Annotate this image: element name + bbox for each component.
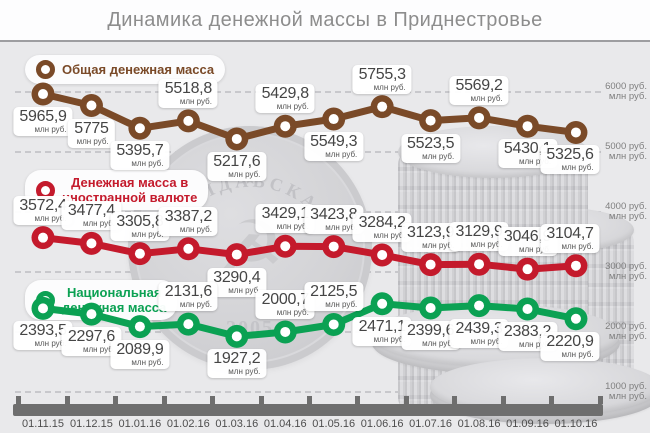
data-point-marker-core <box>134 248 145 259</box>
data-point-marker-core <box>570 260 581 271</box>
x-axis-tick <box>403 396 409 404</box>
y-axis-label-line: млн руб. <box>608 271 647 282</box>
y-axis-label-line: 5000 руб. <box>605 141 647 152</box>
x-axis-tick-label: 01.03.16 <box>215 418 259 430</box>
data-point-marker-core <box>522 264 533 275</box>
data-point-marker-core <box>474 259 485 270</box>
data-point-marker-core <box>328 241 339 252</box>
data-point-marker-core <box>377 298 388 309</box>
x-axis-tick-label: 01.06.16 <box>360 418 404 430</box>
data-point-marker-core <box>183 243 194 254</box>
y-axis-label-line: 3000 руб. <box>605 261 647 272</box>
data-point-marker-core <box>183 319 194 330</box>
data-point-marker-core <box>425 259 436 270</box>
data-point-marker-core <box>38 89 48 100</box>
data-point-marker-core <box>38 232 48 243</box>
y-axis-label: 1000 руб. млн руб. <box>601 382 647 402</box>
data-point-marker-core <box>570 127 581 138</box>
x-axis-tick-label: 01.08.16 <box>457 418 501 430</box>
y-axis-label-line: 4000 руб. <box>605 201 647 212</box>
data-point-marker-core <box>425 115 436 126</box>
brown-donut-icon <box>36 60 55 79</box>
data-point-marker-core <box>377 249 388 260</box>
legend-line: Денежная масса в <box>71 175 189 190</box>
x-axis-tick-label: 01.02.16 <box>166 418 210 430</box>
page-title: Динамика денежной массы в Приднестровье <box>107 8 543 31</box>
legend-label: Денежная масса в иностранной валюте <box>62 175 197 205</box>
data-point-marker-core <box>377 101 388 112</box>
x-axis-tick <box>258 396 264 404</box>
data-point-marker-core <box>570 313 581 324</box>
data-point-marker-core <box>280 121 291 132</box>
y-axis-label-line: млн руб. <box>608 391 647 402</box>
x-axis-tick-label: 01.05.16 <box>312 418 356 430</box>
x-axis-tick <box>597 396 603 404</box>
x-axis-tick-label: 01.09.16 <box>506 418 549 430</box>
y-axis-label: 2000 руб. млн руб. <box>601 322 647 342</box>
y-axis-label: 5000 руб. млн руб. <box>601 142 647 162</box>
data-point-marker-core <box>134 321 145 332</box>
y-axis-label-line: млн руб. <box>608 91 647 102</box>
data-point-marker-core <box>183 115 194 126</box>
y-axis-label: 4000 руб. млн руб. <box>601 202 647 222</box>
x-axis-tick <box>113 396 119 404</box>
legend-label: Общая денежная масса <box>62 62 215 77</box>
data-point-marker-core <box>280 241 291 252</box>
y-axis-label-line: 2000 руб. <box>605 321 647 332</box>
data-point-marker-core <box>134 123 145 134</box>
title-bar: Динамика денежной массы в Приднестровье <box>0 0 650 40</box>
x-axis-tick <box>210 396 216 404</box>
y-axis-label: 3000 руб. млн руб. <box>601 262 647 282</box>
x-axis-tick <box>452 396 458 404</box>
data-point-marker-core <box>231 249 242 260</box>
x-axis-tick <box>500 396 506 404</box>
gridline <box>15 391 601 393</box>
data-point-marker-core <box>86 238 97 249</box>
legend-line: Национальная <box>66 285 162 300</box>
data-point-marker-core <box>86 309 97 320</box>
y-axis-label: 6000 руб. млн руб. <box>601 82 647 102</box>
x-axis-bar <box>13 404 603 416</box>
data-point-marker-core <box>522 304 533 315</box>
data-point-marker-core <box>474 300 485 311</box>
data-point-marker-core <box>86 100 97 111</box>
x-axis-tick <box>64 396 70 404</box>
data-point-marker-core <box>38 303 48 314</box>
x-axis-tick <box>16 396 22 404</box>
x-axis-tick-label: 01.10.16 <box>554 418 598 430</box>
data-point-marker-core <box>328 114 339 125</box>
data-point-marker-core <box>231 133 242 144</box>
x-axis-tick <box>355 396 361 404</box>
x-axis-tick-label: 01.07.16 <box>409 418 453 430</box>
x-axis-tick-label: 01.12.15 <box>70 418 113 430</box>
x-axis-tick <box>161 396 167 404</box>
title-separator <box>0 40 650 42</box>
x-axis-tick <box>549 396 555 404</box>
data-point-marker-core <box>474 112 485 123</box>
y-axis-label-line: млн руб. <box>608 211 647 222</box>
y-axis-label-line: млн руб. <box>608 151 647 162</box>
data-point-marker-core <box>425 303 436 314</box>
x-axis-tick-label: 01.01.16 <box>118 418 162 430</box>
data-point-marker-core <box>231 331 242 342</box>
y-axis-label-line: 1000 руб. <box>605 381 647 392</box>
x-axis-tick-label: 01.11.15 <box>21 418 65 430</box>
x-axis-tick-label: 01.04.16 <box>263 418 307 430</box>
data-point-marker-core <box>522 121 533 132</box>
data-point-marker-core <box>280 326 291 337</box>
x-axis-tick <box>307 396 312 404</box>
y-axis-label-line: млн руб. <box>608 331 647 342</box>
y-axis-label-line: 6000 руб. <box>605 81 647 92</box>
data-point-marker-core <box>328 319 339 330</box>
legend-line: иностранной валюте <box>62 190 198 205</box>
